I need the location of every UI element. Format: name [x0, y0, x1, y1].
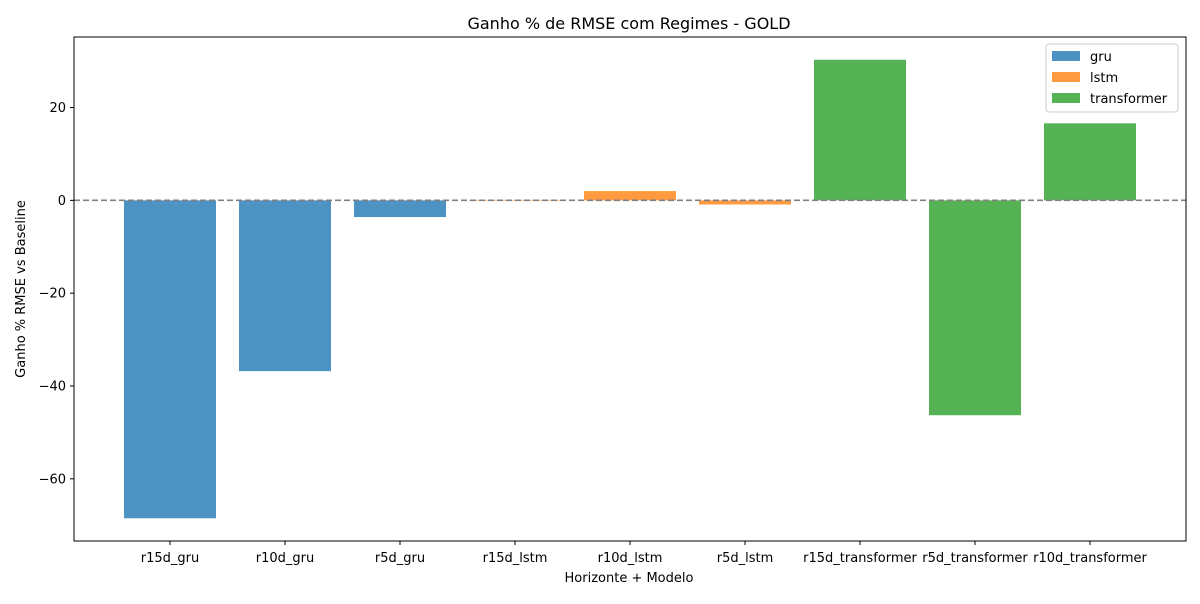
plot-frame: [73, 36, 1187, 542]
bar-r5d_transformer: [929, 200, 1021, 416]
chart-title: Ganho % de RMSE com Regimes - GOLD: [467, 14, 790, 33]
x-tick-label: r5d_gru: [375, 551, 425, 566]
y-tick-label: −20: [39, 287, 66, 302]
legend-swatch-transformer: [1052, 93, 1080, 103]
x-tick-label: r15d_gru: [141, 551, 199, 566]
y-tick-label: 0: [58, 194, 66, 209]
x-tick-label: r10d_lstm: [598, 551, 663, 566]
bar-r10d_transformer: [1044, 123, 1136, 201]
x-tick-label: r10d_transformer: [1033, 551, 1147, 566]
legend-label-transformer: transformer: [1090, 92, 1168, 107]
y-axis-label: Ganho % RMSE vs Baseline: [14, 200, 29, 378]
bars-layer: [124, 59, 1136, 519]
legend-swatch-gru: [1052, 51, 1080, 61]
y-axis-ticks: −60 −40 −20 0 20: [39, 101, 74, 487]
bar-r15d_gru: [124, 200, 216, 519]
y-tick-label: −60: [39, 472, 66, 487]
y-tick-label: 20: [49, 101, 66, 116]
bar-r10d_gru: [239, 200, 331, 372]
x-tick-label: r15d_transformer: [803, 551, 917, 566]
x-tick-label: r15d_lstm: [483, 551, 548, 566]
x-tick-label: r5d_lstm: [717, 551, 774, 566]
x-axis-label: Horizonte + Modelo: [565, 571, 694, 586]
legend: gru lstm transformer: [1045, 43, 1179, 113]
legend-swatch-lstm: [1052, 72, 1080, 82]
x-tick-label: r10d_gru: [256, 551, 314, 566]
bar-r10d_lstm: [584, 191, 676, 201]
x-tick-label: r5d_transformer: [922, 551, 1028, 566]
bar-r5d_gru: [354, 200, 446, 218]
legend-label-gru: gru: [1090, 50, 1112, 65]
y-tick-label: −40: [39, 379, 66, 394]
bar-r15d_transformer: [814, 59, 906, 201]
legend-label-lstm: lstm: [1090, 71, 1118, 86]
x-axis-ticks: r15d_gru r10d_gru r5d_gru r15d_lstm r10d_lst…: [141, 541, 1148, 566]
bar-r5d_lstm: [699, 200, 791, 205]
